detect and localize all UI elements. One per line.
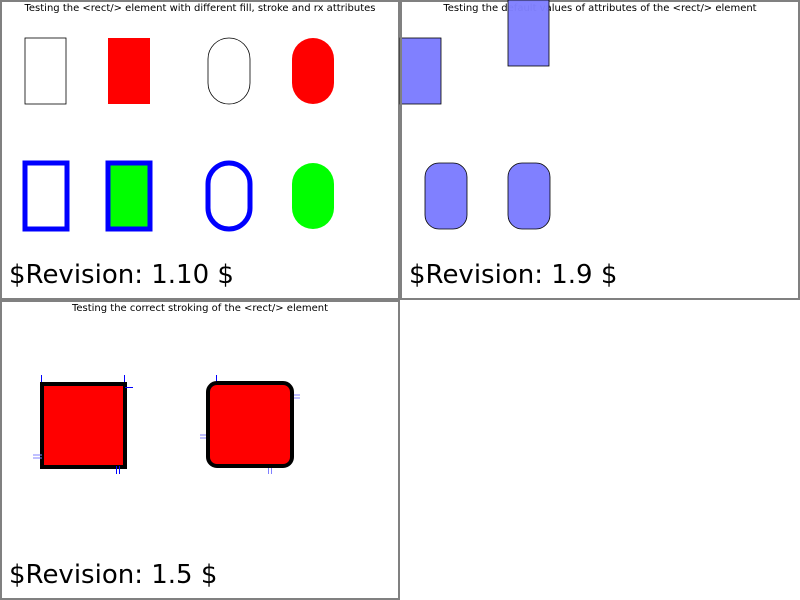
rect-red-fill [108, 38, 150, 104]
panel-border [0, 0, 400, 300]
rect-green-blue-stroke [105, 160, 153, 232]
rounded-rect-default-rx [507, 162, 551, 230]
panel-title: Testing the <rect/> element with differe… [23, 3, 375, 14]
panel-title: Testing the correct stroking of the <rec… [71, 303, 328, 314]
revision-label: $Revision: 1.9 $ [409, 260, 617, 290]
panel-rect-stroking: Testing the correct stroking of the <rec… [0, 300, 400, 600]
revision-label: $Revision: 1.10 $ [9, 260, 234, 290]
panel-rect-fill-stroke-rx: Testing the <rect/> element with differe… [0, 0, 400, 300]
rect-blue-stroke [22, 160, 70, 232]
rounded-rect-default-ry [424, 162, 468, 230]
panel-rect-defaults: Testing the default values of attributes… [399, 0, 800, 300]
rounded-rect-green [292, 163, 334, 229]
rect-default-x [399, 37, 442, 105]
rounded-square-stroked [206, 381, 294, 468]
rounded-rect-blue-stroke [205, 160, 253, 232]
square-stroked [40, 382, 127, 469]
panel-title: Testing the default values of attributes… [442, 3, 756, 14]
revision-label: $Revision: 1.5 $ [9, 560, 217, 590]
rounded-rect-red [292, 38, 334, 104]
rounded-rect-outline [207, 37, 251, 105]
panel-border [400, 0, 800, 300]
panel-divider [400, 0, 402, 300]
rect-default-y [507, 0, 550, 67]
rect-outline [24, 37, 67, 105]
